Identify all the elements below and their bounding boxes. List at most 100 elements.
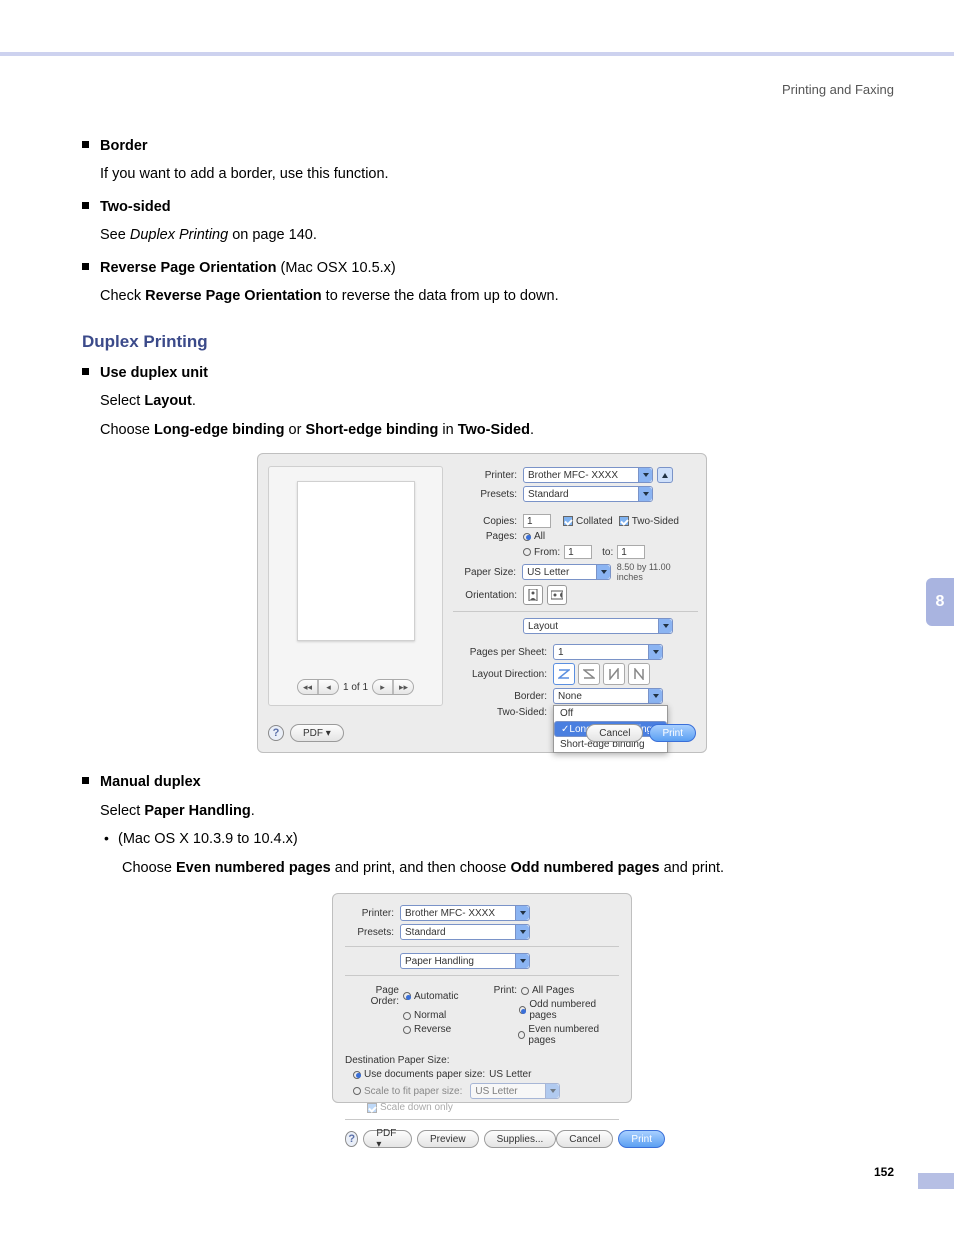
bullet-two-sided: Two-sided (82, 196, 882, 218)
d2-scale-select: US Letter (470, 1083, 560, 1099)
preview-page (297, 481, 415, 641)
bullet-reverse: Reverse Page Orientation (Mac OSX 10.5.x… (82, 257, 882, 279)
to-input[interactable]: 1 (617, 545, 645, 559)
bullet-use-duplex: Use duplex unit (82, 362, 882, 384)
orientation-portrait[interactable] (523, 585, 543, 605)
d2-po-reverse[interactable] (403, 1026, 411, 1034)
two-sided-checkbox[interactable] (619, 516, 629, 526)
panel-select[interactable]: Layout (523, 618, 673, 634)
ts-italic: Duplex Printing (130, 227, 228, 243)
reverse-body: Check Reverse Page Orientation to revers… (100, 285, 882, 307)
pager-prev[interactable]: ◂◂◂ (297, 679, 339, 695)
d2-po-auto[interactable] (403, 992, 411, 1000)
d2-cancel-button[interactable]: Cancel (556, 1130, 613, 1148)
paper-dims: 8.50 by 11.00 inches (617, 562, 698, 582)
d2-preview-button[interactable]: Preview (417, 1130, 479, 1148)
lbl-to: to: (602, 547, 613, 558)
md-l2-pre: Choose (122, 860, 176, 876)
printer-select[interactable]: Brother MFC- XXXX (523, 467, 653, 483)
chevron-down-icon (515, 954, 529, 968)
ud-l2-b1: Long-edge binding (154, 422, 284, 438)
d2-lbl-presets: Presets: (345, 927, 400, 938)
orientation-landscape[interactable] (547, 585, 567, 605)
pages-range-radio[interactable] (523, 548, 531, 556)
d2-scale-val: US Letter (475, 1086, 517, 1097)
rv-post: to reverse the data from up to down. (322, 288, 559, 304)
pages-all-radio[interactable] (523, 533, 531, 541)
rv-pre: Check (100, 288, 145, 304)
use-duplex-l1: Select Layout. (100, 390, 882, 412)
copies-input[interactable]: 1 (523, 514, 551, 528)
layout-dir-3[interactable] (603, 663, 625, 685)
d2-pr-even[interactable] (518, 1031, 525, 1039)
layout-s-icon (583, 668, 595, 680)
paper-size-val: US Letter (527, 567, 569, 578)
help-button[interactable]: ? (268, 725, 284, 741)
d2-scale-down-chk (367, 1103, 377, 1113)
lbl-printer: Printer: (453, 470, 523, 481)
d2-use-doc-radio[interactable] (353, 1071, 361, 1079)
ud-l2-b3: Two-Sided (458, 422, 530, 438)
chevron-down-icon (545, 1084, 559, 1098)
d2-help-button[interactable]: ? (345, 1131, 358, 1147)
from-input[interactable]: 1 (564, 545, 592, 559)
dialog-fields: Printer: Brother MFC- XXXX Presets: Stan… (453, 464, 698, 721)
ud-l2-m1: or (285, 422, 306, 438)
collated-checkbox[interactable] (563, 516, 573, 526)
person-landscape-icon (551, 589, 563, 601)
menu-off[interactable]: Off (554, 706, 667, 721)
mac-version-note: (Mac OS X 10.3.9 to 10.4.x) (118, 831, 298, 847)
lbl-pps: Pages per Sheet: (453, 647, 553, 658)
lbl-layout-dir: Layout Direction: (453, 669, 553, 680)
d2-printer-select[interactable]: Brother MFC- XXXX (400, 905, 530, 921)
md-l2-m1: and print, and then choose (331, 860, 511, 876)
divider (453, 611, 698, 612)
border-body: If you want to add a border, use this fu… (100, 163, 882, 185)
paper-size-select[interactable]: US Letter (522, 564, 611, 580)
print-dialog-layout: ◂◂◂ 1 of 1 ▸▸▸ Printer: Brother MFC- XXX… (257, 453, 707, 753)
layout-dir-2[interactable] (578, 663, 600, 685)
preview-pane: ◂◂◂ 1 of 1 ▸▸▸ (268, 466, 443, 706)
two-sided-chk-label: Two-Sided (632, 516, 679, 527)
d2-scale-radio[interactable] (353, 1087, 361, 1095)
chevron-down-icon (638, 487, 652, 501)
layout-dir-1[interactable] (553, 663, 575, 685)
md-l2-b2: Odd numbered pages (511, 860, 660, 876)
cancel-button[interactable]: Cancel (586, 724, 643, 742)
lbl-copies: Copies: (453, 516, 523, 527)
d2-pr-even-lbl: Even numbered pages (528, 1024, 619, 1046)
page-number: 152 (874, 1165, 894, 1179)
d2-pr-all[interactable] (521, 987, 529, 995)
d2-pr-odd[interactable] (519, 1006, 527, 1014)
use-duplex-l2: Choose Long-edge binding or Short-edge b… (100, 419, 882, 441)
lbl-from: From: (534, 547, 560, 558)
pager-text: 1 of 1 (343, 682, 368, 693)
layout-z-icon (558, 668, 570, 680)
lbl-pages: Pages: (453, 531, 523, 542)
md-l2-b1: Even numbered pages (176, 860, 331, 876)
chevron-down-icon (515, 925, 529, 939)
manual-duplex-title: Manual duplex (100, 774, 201, 790)
pager-next[interactable]: ▸▸▸ (372, 679, 414, 695)
pdf-button[interactable]: PDF ▾ (290, 724, 344, 742)
layout-dir-4[interactable] (628, 663, 650, 685)
d2-supplies-button[interactable]: Supplies... (484, 1130, 557, 1148)
border-select[interactable]: None (553, 688, 663, 704)
print-button[interactable]: Print (649, 724, 696, 742)
presets-select[interactable]: Standard (523, 486, 653, 502)
chevron-down-icon (596, 565, 610, 579)
d2-divider2 (345, 975, 619, 976)
ud-l1-pre: Select (100, 393, 144, 409)
printer-val: Brother MFC- XXXX (528, 470, 618, 481)
d2-presets-val: Standard (405, 927, 446, 938)
d2-print-button[interactable]: Print (618, 1130, 665, 1148)
d2-po-normal[interactable] (403, 1012, 411, 1020)
d2-panel-select[interactable]: Paper Handling (400, 953, 530, 969)
md-l2-post: and print. (660, 860, 725, 876)
d2-presets-select[interactable]: Standard (400, 924, 530, 940)
d2-pdf-button[interactable]: PDF ▾ (363, 1130, 412, 1148)
pps-select[interactable]: 1 (553, 644, 663, 660)
pages-all-label: All (534, 531, 545, 542)
running-header: Printing and Faxing (782, 82, 894, 97)
expand-button[interactable] (657, 467, 673, 483)
